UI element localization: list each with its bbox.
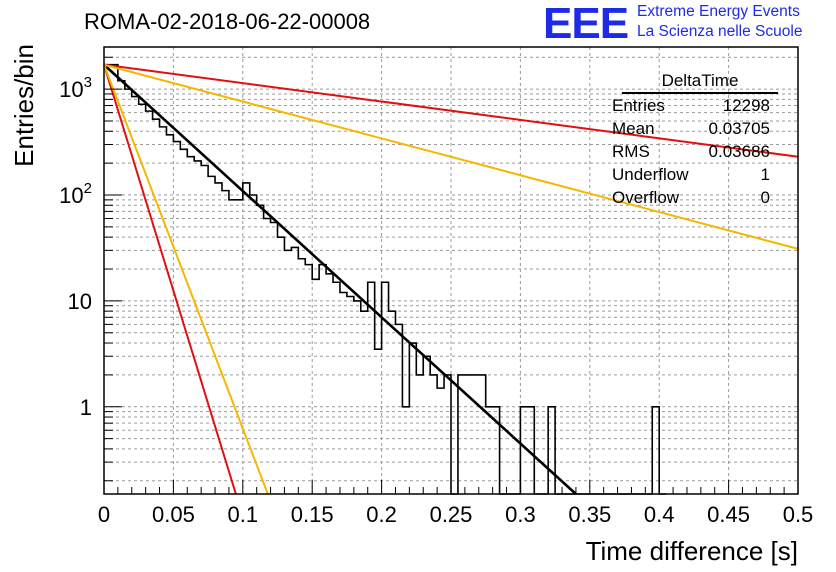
stats-label: Underflow	[612, 165, 689, 184]
run-title: ROMA-02-2018-06-22-00008	[84, 9, 371, 34]
x-tick-label: 0.05	[152, 502, 195, 527]
stats-row-mean: Mean 0.03705	[612, 117, 778, 140]
curve-fit-0	[103, 63, 577, 495]
axes	[103, 46, 799, 495]
stats-row-overflow: Overflow 0	[612, 186, 778, 209]
curve-orange_curve-2	[103, 64, 269, 495]
y-axis-label: Entries/bin	[9, 44, 39, 167]
grid-lines	[103, 47, 799, 494]
x-tick-label: 0.35	[568, 502, 611, 527]
x-tick-label: 0.45	[707, 502, 750, 527]
x-tick-label: 0.2	[366, 502, 397, 527]
x-tick-label: 0.5	[783, 502, 814, 527]
curve-orange_curve-4	[103, 63, 799, 250]
y-tick-label: 102	[59, 180, 92, 208]
stats-row-rms: RMS 0.03686	[612, 140, 778, 163]
y-tick-base: 10	[59, 77, 83, 102]
stats-label: Overflow	[612, 188, 680, 207]
stats-label: RMS	[612, 142, 650, 161]
x-tick-label: 0.1	[228, 502, 259, 527]
eee-logo: EEE	[543, 0, 629, 48]
histogram	[104, 63, 667, 495]
stats-value: 12298	[722, 96, 770, 115]
logo-line-1: Extreme Energy Events	[637, 3, 800, 20]
stats-value: 1	[760, 165, 770, 184]
x-tick-label: 0.15	[291, 502, 334, 527]
x-tick-label: 0	[98, 502, 110, 527]
stats-box: DeltaTime Entries 12298 Mean 0.03705 RMS…	[612, 71, 778, 209]
curve-red_curve-1	[103, 64, 237, 495]
histogram-outline	[104, 63, 667, 495]
curves	[103, 63, 799, 495]
curve-red_curve-3	[103, 63, 799, 158]
stats-title: DeltaTime	[622, 71, 778, 94]
x-tick-label: 0.4	[644, 502, 675, 527]
y-tick-exponent: 2	[84, 180, 92, 197]
logo-line-2: La Scienza nelle Scuole	[637, 23, 803, 40]
y-tick-label: 10	[68, 289, 92, 314]
stats-label: Mean	[612, 119, 655, 138]
y-tick-base: 1	[80, 395, 92, 420]
stats-row-entries: Entries 12298	[612, 94, 778, 117]
x-axis-label: Time difference [s]	[586, 536, 798, 566]
stats-row-underflow: Underflow 1	[612, 163, 778, 186]
y-tick-label: 103	[59, 74, 92, 102]
y-tick-base: 10	[59, 183, 83, 208]
x-tick-label: 0.3	[505, 502, 536, 527]
x-tick-labels: 0 0.05 0.1 0.15 0.2 0.25 0.3 0.35 0.4 0.45 0.5	[98, 502, 813, 527]
stats-value: 0.03705	[708, 119, 770, 138]
stats-label: Entries	[612, 96, 665, 115]
y-tick-base: 10	[68, 289, 92, 314]
y-tick-label: 1	[80, 395, 92, 420]
stats-value: 0	[760, 188, 770, 207]
x-tick-label: 0.25	[430, 502, 473, 527]
y-tick-exponent: 3	[84, 74, 92, 91]
stats-value: 0.03686	[708, 142, 770, 161]
